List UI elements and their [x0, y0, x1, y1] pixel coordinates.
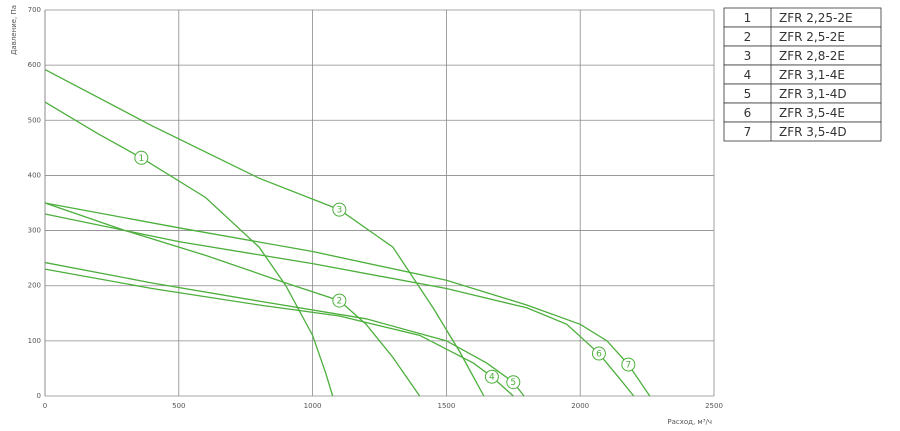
legend-name: ZFR 3,5-4D — [779, 125, 847, 139]
y-tick-label: 600 — [28, 61, 41, 69]
curve-marker-label: 5 — [510, 378, 516, 388]
legend-name: ZFR 3,5-4E — [779, 106, 845, 120]
y-tick-label: 0 — [37, 392, 41, 400]
curve — [44, 213, 635, 397]
curve-marker — [591, 346, 606, 361]
legend-name: ZFR 3,1-4E — [779, 68, 845, 82]
legend-number: 5 — [744, 87, 752, 101]
curve-marker — [621, 357, 636, 372]
curve-marker-label: 6 — [596, 350, 602, 360]
legend-name: ZFR 3,1-4D — [779, 87, 847, 101]
x-tick-label: 0 — [43, 402, 47, 410]
legend-row — [723, 121, 882, 142]
legend-number: 4 — [744, 68, 752, 82]
y-tick-label: 200 — [28, 282, 41, 290]
y-tick-label: 500 — [28, 116, 41, 124]
legend-name: ZFR 2,5-2E — [779, 30, 845, 44]
x-tick-label: 1500 — [437, 402, 455, 410]
curve — [44, 202, 421, 397]
curve-marker-label: 3 — [336, 206, 342, 216]
curve — [44, 202, 651, 397]
y-axis-label: Давление, Па — [10, 5, 18, 55]
y-tick-label: 100 — [28, 337, 41, 345]
curve-marker — [134, 150, 149, 165]
legend-number: 1 — [744, 11, 752, 25]
legend-name: ZFR 2,8-2E — [779, 49, 845, 63]
x-tick-label: 2000 — [571, 402, 589, 410]
legend-number: 6 — [744, 106, 752, 120]
curve-marker — [506, 375, 521, 390]
x-axis-label: Расход, м³/ч — [667, 418, 712, 426]
y-tick-label: 400 — [28, 171, 41, 179]
y-tick-label: 700 — [28, 6, 41, 14]
legend-number: 2 — [744, 30, 752, 44]
curve — [44, 68, 485, 397]
x-tick-label: 2500 — [705, 402, 723, 410]
curve-marker-label: 7 — [626, 361, 632, 371]
legend-number: 7 — [744, 125, 752, 139]
curve — [44, 101, 334, 397]
legend-number: 3 — [744, 49, 752, 63]
curve-marker — [484, 369, 499, 384]
x-tick-label: 500 — [172, 402, 185, 410]
legend-name: ZFR 2,25-2E — [779, 11, 853, 25]
x-tick-label: 1000 — [304, 402, 322, 410]
curve-marker-label: 2 — [336, 297, 342, 307]
curve-marker-label: 1 — [138, 154, 144, 164]
curve-marker — [332, 293, 347, 308]
curve-marker — [332, 202, 347, 217]
curve-marker-label: 4 — [489, 373, 495, 383]
y-tick-label: 300 — [28, 227, 41, 235]
